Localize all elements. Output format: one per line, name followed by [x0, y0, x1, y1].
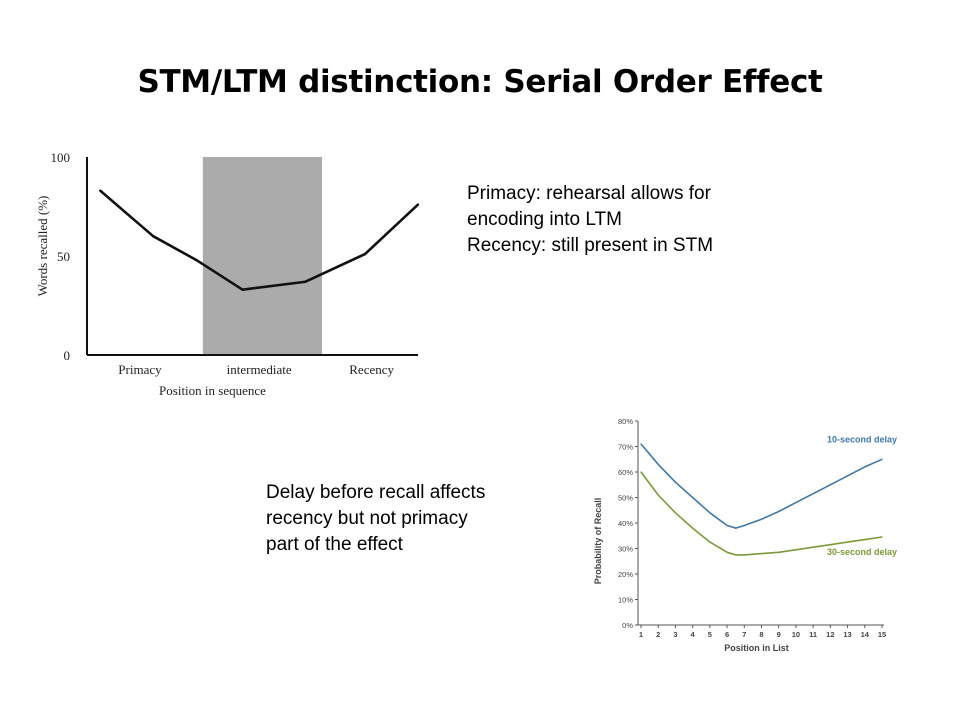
data-point	[846, 475, 849, 477]
y-axis-title: Words recalled (%)	[35, 196, 50, 297]
x-tick-label: 7	[742, 630, 746, 639]
x-tick-label: 13	[843, 630, 851, 639]
data-point	[864, 466, 866, 468]
data-point	[778, 510, 780, 513]
data-point	[657, 494, 659, 496]
series-line-10-second	[640, 443, 883, 529]
note-line: Delay before recall affects	[266, 482, 486, 503]
x-tick-label: 4	[691, 630, 696, 639]
data-point	[795, 549, 797, 551]
x-tick-label: 1	[639, 630, 643, 639]
delay-note: Delay before recall affects recency but …	[266, 480, 485, 558]
data-point	[778, 551, 780, 553]
data-point	[363, 252, 367, 256]
data-point	[812, 546, 814, 548]
x-category-label: Recency	[349, 362, 394, 377]
x-tick-label: 14	[861, 630, 870, 639]
data-point	[304, 280, 307, 283]
data-point	[812, 493, 814, 495]
data-point	[760, 553, 763, 555]
y-tick-label: 0	[64, 348, 71, 363]
y-tick-label: 0%	[622, 621, 633, 630]
data-point	[241, 288, 244, 291]
data-point	[640, 443, 642, 445]
x-tick-label: 9	[777, 630, 781, 639]
x-axis-title: Position in List	[724, 643, 789, 653]
data-point	[743, 554, 745, 556]
series-line-30-second	[640, 471, 883, 556]
data-point	[881, 458, 883, 460]
y-tick-label: 70%	[618, 443, 633, 452]
y-tick-label: 60%	[618, 468, 633, 477]
data-point	[881, 536, 883, 538]
series-label-30-second: 30-second delay	[827, 547, 897, 557]
note-line: part of the effect	[266, 534, 403, 555]
y-tick-label: 80%	[618, 417, 633, 426]
y-tick-label: 20%	[618, 570, 633, 579]
data-point	[674, 512, 677, 514]
x-tick-label: 3	[673, 630, 677, 639]
data-point	[657, 463, 659, 465]
x-tick-label: 15	[878, 630, 886, 639]
data-point	[829, 484, 831, 486]
primacy-recency-note: Primacy: rehearsal allows for encoding i…	[467, 181, 713, 259]
data-point	[743, 524, 745, 527]
note-line: Primacy: rehearsal allows for	[467, 183, 711, 204]
serial-position-chart: 0 50 100 Primacy intermediate Recency Position…	[35, 150, 420, 398]
data-point	[795, 502, 797, 504]
x-tick-label: 2	[656, 630, 660, 639]
y-tick-label: 100	[51, 150, 71, 165]
data-point	[829, 544, 831, 546]
note-line: encoding into LTM	[467, 209, 622, 230]
series-label-10-second: 10-second delay	[827, 435, 897, 445]
data-point	[760, 518, 763, 520]
y-tick-label: 50	[57, 249, 70, 264]
x-tick-label: 11	[809, 630, 817, 639]
data-point	[726, 551, 728, 553]
y-tick-label: 30%	[618, 545, 633, 554]
x-tick-label: 8	[759, 630, 763, 639]
x-axis-title: Position in sequence	[159, 383, 266, 398]
data-point	[692, 496, 694, 499]
y-tick-label: 50%	[618, 494, 633, 503]
note-line: recency but not primacy	[266, 508, 468, 529]
data-point	[640, 471, 642, 473]
data-point	[735, 527, 737, 529]
y-tick-label: 10%	[618, 596, 633, 605]
data-point	[674, 481, 677, 483]
x-category-label: Primacy	[118, 362, 162, 377]
data-point	[692, 527, 694, 529]
data-point	[726, 524, 728, 527]
data-point	[152, 235, 155, 238]
data-point	[416, 203, 420, 206]
data-point	[846, 541, 849, 543]
x-tick-label: 6	[725, 630, 729, 639]
y-tick-label: 40%	[618, 519, 633, 528]
delay-recall-chart: 0%10%20%30%40%50%60%70%80%1 2 3 4 5 6 7 8 9 10 11 1…	[593, 417, 897, 653]
data-point	[735, 554, 737, 556]
data-point	[99, 189, 102, 192]
slide-title: STM/LTM distinction: Serial Order Effect	[137, 64, 823, 100]
data-point	[709, 541, 711, 543]
data-point	[864, 538, 866, 541]
data-point	[709, 512, 711, 514]
y-axis-title: Probability of Recall	[593, 498, 603, 585]
data-point	[195, 258, 198, 262]
x-tick-label: 12	[826, 630, 834, 639]
shaded-intermediate-region	[202, 157, 323, 355]
x-tick-label: 10	[792, 630, 800, 639]
x-tick-label: 5	[708, 630, 712, 639]
note-line: Recency: still present in STM	[467, 235, 714, 256]
x-category-label: intermediate	[227, 362, 292, 377]
